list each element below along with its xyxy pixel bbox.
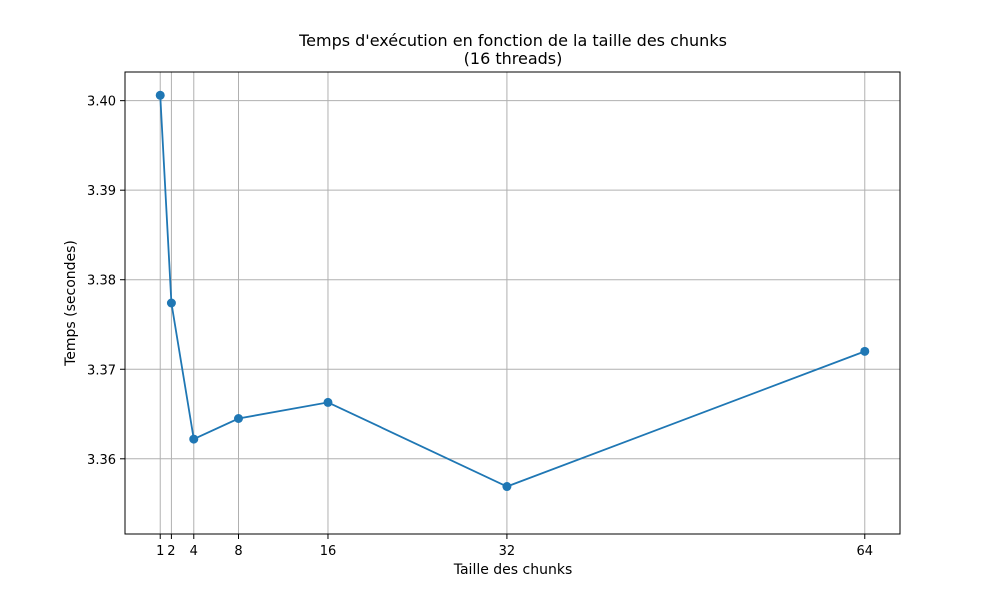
y-tick-label: 3.40 bbox=[87, 95, 116, 110]
grid-lines bbox=[125, 72, 900, 534]
data-point bbox=[189, 434, 199, 444]
x-tick-label: 64 bbox=[856, 544, 873, 559]
data-point bbox=[234, 414, 244, 423]
y-tick-label: 3.36 bbox=[87, 453, 116, 468]
data-point bbox=[155, 90, 165, 100]
axis-ticks: 1 2 4 8 16 32 64 3.36 3.37 3.38 3.39 3.40 bbox=[87, 95, 873, 559]
x-tick-label: 8 bbox=[234, 544, 242, 559]
data-point bbox=[860, 346, 870, 356]
x-tick-label: 4 bbox=[190, 544, 198, 559]
data-point bbox=[323, 397, 333, 407]
chart-title: Temps d'exécution en fonction de la tail… bbox=[298, 31, 727, 50]
data-point bbox=[166, 298, 176, 308]
data-series bbox=[155, 90, 870, 492]
x-tick-label: 2 bbox=[167, 544, 175, 559]
x-tick-label: 1 bbox=[156, 544, 164, 559]
y-tick-label: 3.37 bbox=[87, 363, 116, 378]
y-tick-label: 3.38 bbox=[87, 274, 116, 289]
y-tick-label: 3.39 bbox=[87, 184, 116, 199]
x-axis-label: Taille des chunks bbox=[453, 562, 573, 578]
data-point bbox=[502, 482, 512, 492]
y-axis-label: Temps (secondes) bbox=[63, 240, 79, 367]
plot-area-frame bbox=[124, 71, 901, 535]
chart-subtitle: (16 threads) bbox=[464, 49, 563, 68]
x-tick-label: 32 bbox=[499, 544, 516, 559]
x-tick-label: 16 bbox=[320, 544, 337, 559]
